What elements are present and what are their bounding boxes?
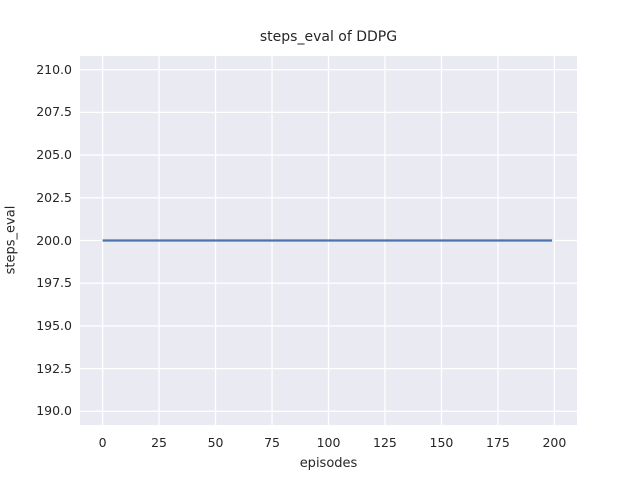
y-tick-label: 207.5	[36, 104, 72, 120]
x-tick-label: 200	[542, 435, 567, 450]
y-tick-label: 210.0	[36, 61, 72, 77]
x-tick-label: 175	[485, 435, 510, 450]
plot-area	[80, 56, 577, 425]
y-tick-label: 202.5	[36, 189, 72, 205]
y-tick-label: 195.0	[36, 317, 72, 333]
x-tick-label: 75	[264, 435, 280, 450]
x-tick-label: 50	[207, 435, 224, 450]
y-tick-label: 197.5	[36, 275, 72, 291]
y-tick-label: 205.0	[36, 147, 72, 163]
plot-canvas	[80, 56, 577, 425]
y-tick-label: 192.5	[36, 360, 72, 376]
x-tick-label: 100	[316, 435, 341, 450]
y-tick-label: 200.0	[36, 232, 72, 248]
chart-title: steps_eval of DDPG	[259, 29, 398, 45]
y-tick-label: 190.0	[36, 403, 72, 419]
x-tick-label: 0	[98, 435, 107, 450]
x-tick-label: 150	[429, 435, 454, 450]
x-axis-label: episodes	[299, 456, 358, 471]
x-tick-label: 25	[151, 435, 168, 450]
x-tick-label: 125	[373, 435, 397, 450]
